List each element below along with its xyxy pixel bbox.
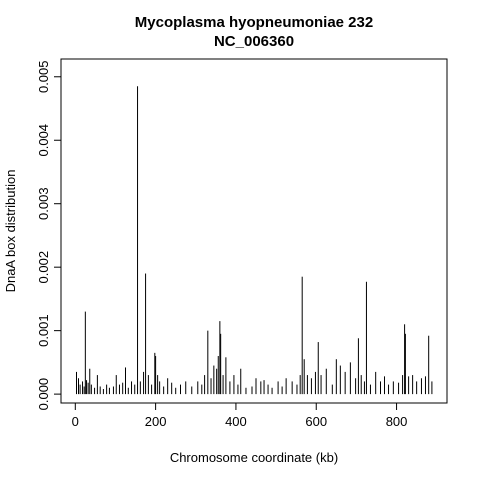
x-tick-label: 800 <box>386 414 408 429</box>
chart-subtitle: NC_006360 <box>214 33 294 50</box>
y-tick-label: 0.002 <box>36 251 51 284</box>
x-tick-label: 400 <box>225 414 247 429</box>
chart-title: Mycoplasma hyopneumoniae 232 <box>135 14 373 31</box>
y-tick-label: 0.003 <box>36 187 51 220</box>
x-tick-label: 200 <box>145 414 167 429</box>
y-tick-label: 0.001 <box>36 314 51 347</box>
y-tick-label: 0.004 <box>36 124 51 157</box>
y-tick-label: 0.005 <box>36 60 51 93</box>
y-axis-label: DnaA box distribution <box>3 170 18 293</box>
x-tick-label: 0 <box>72 414 79 429</box>
x-axis-label: Chromosome coordinate (kb) <box>170 450 338 465</box>
x-tick-label: 600 <box>305 414 327 429</box>
plot-box <box>60 58 448 404</box>
y-tick-label: 0.000 <box>36 378 51 411</box>
